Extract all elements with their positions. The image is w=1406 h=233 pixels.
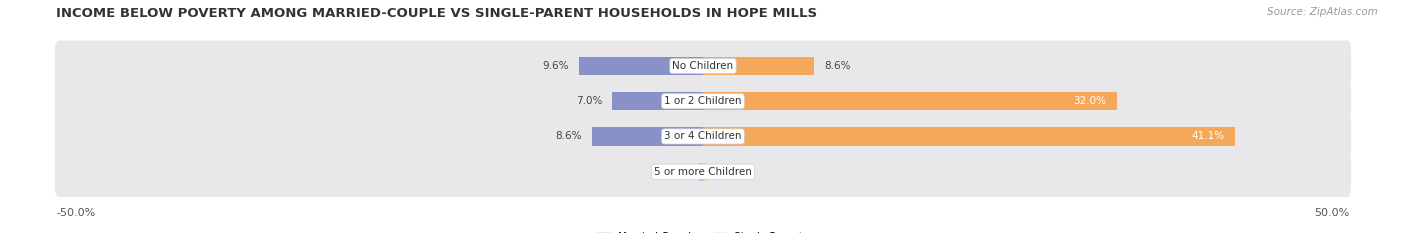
- Text: No Children: No Children: [672, 61, 734, 71]
- Text: -50.0%: -50.0%: [56, 208, 96, 218]
- Text: 1 or 2 Children: 1 or 2 Children: [664, 96, 742, 106]
- Text: INCOME BELOW POVERTY AMONG MARRIED-COUPLE VS SINGLE-PARENT HOUSEHOLDS IN HOPE MI: INCOME BELOW POVERTY AMONG MARRIED-COUPL…: [56, 7, 817, 20]
- FancyBboxPatch shape: [55, 76, 1351, 127]
- Text: 3 or 4 Children: 3 or 4 Children: [664, 131, 742, 141]
- Bar: [703, 92, 1116, 110]
- FancyBboxPatch shape: [55, 41, 1351, 91]
- Text: 0.0%: 0.0%: [713, 167, 740, 177]
- Legend: Married Couples, Single Parents: Married Couples, Single Parents: [593, 228, 813, 233]
- Text: 8.6%: 8.6%: [824, 61, 851, 71]
- FancyBboxPatch shape: [55, 111, 1351, 162]
- Bar: [579, 57, 703, 75]
- Bar: [613, 92, 703, 110]
- Text: 7.0%: 7.0%: [575, 96, 602, 106]
- Text: 8.6%: 8.6%: [555, 131, 582, 141]
- Text: 5 or more Children: 5 or more Children: [654, 167, 752, 177]
- Text: Source: ZipAtlas.com: Source: ZipAtlas.com: [1267, 7, 1378, 17]
- Text: 41.1%: 41.1%: [1191, 131, 1225, 141]
- Text: 32.0%: 32.0%: [1074, 96, 1107, 106]
- Bar: [703, 163, 707, 181]
- FancyBboxPatch shape: [55, 146, 1351, 197]
- Bar: [592, 127, 703, 146]
- Bar: [703, 57, 814, 75]
- Bar: [703, 127, 1234, 146]
- Bar: [699, 163, 703, 181]
- Text: 0.0%: 0.0%: [666, 167, 693, 177]
- Text: 50.0%: 50.0%: [1315, 208, 1350, 218]
- Text: 9.6%: 9.6%: [541, 61, 568, 71]
